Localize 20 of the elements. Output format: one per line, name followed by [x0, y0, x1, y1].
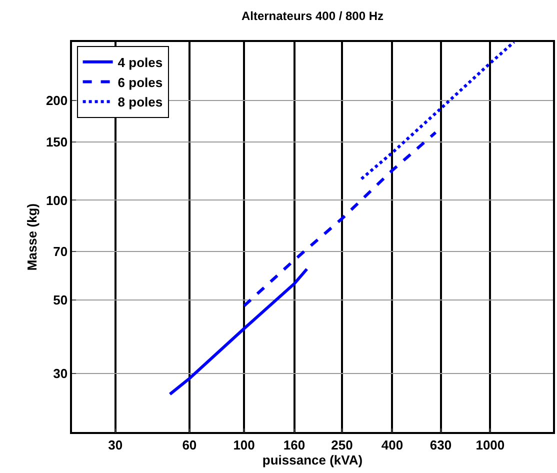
x-tick-label: 630	[430, 437, 452, 452]
chart-title: Alternateurs 400 / 800 Hz	[241, 9, 384, 24]
legend-label: 6 poles	[118, 74, 163, 90]
legend-label: 8 poles	[118, 94, 163, 110]
y-tick-label: 70	[53, 244, 68, 260]
x-tick-label: 400	[381, 437, 404, 452]
x-axis-title: puissance (kVA)	[262, 452, 363, 468]
x-tick-label: 60	[182, 437, 197, 452]
x-tick-label: 100	[233, 437, 255, 452]
y-tick-label: 30	[53, 366, 68, 382]
legend-label: 4 poles	[118, 54, 163, 70]
x-tick-label: 30	[108, 437, 123, 452]
y-axis-title: Masse (kg)	[24, 203, 40, 271]
y-tick-label: 200	[46, 92, 68, 108]
y-tick-label: 150	[46, 134, 68, 150]
y-tick-label: 50	[53, 292, 68, 308]
x-tick-label: 1000	[476, 437, 505, 452]
x-tick-label: 160	[283, 437, 306, 452]
x-tick-label: 250	[331, 437, 353, 452]
y-tick-label: 100	[46, 192, 68, 208]
